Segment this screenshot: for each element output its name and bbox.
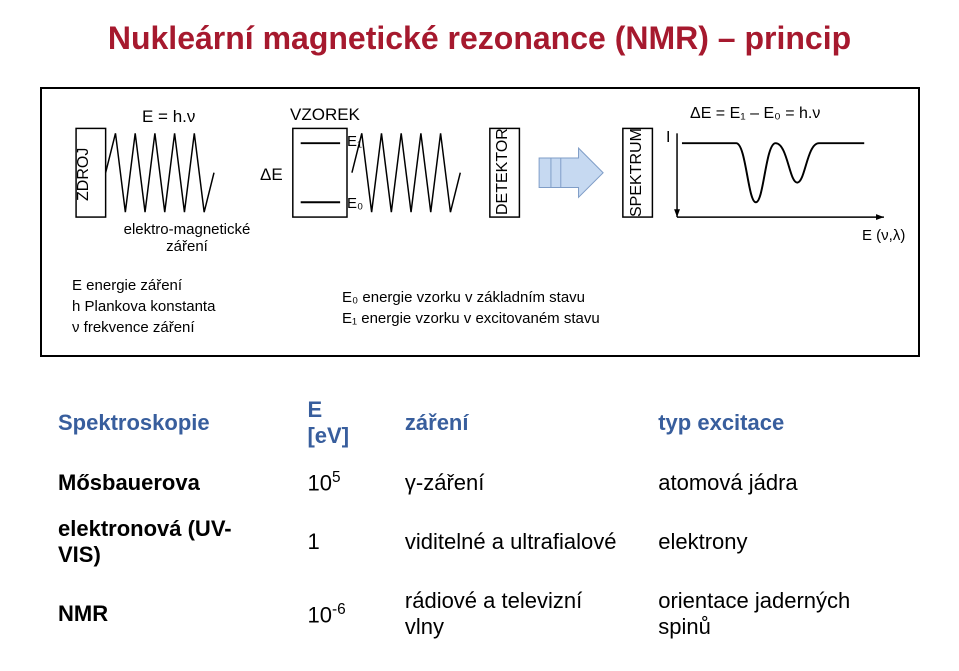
- i-axis-label: I: [666, 129, 670, 147]
- eq-e-hnu: E = h.ν: [142, 107, 195, 127]
- legend-mid: E₀ energie vzorku v základním stavu E₁ e…: [342, 287, 600, 329]
- nmr-diagram: ZDROJ DETEKTOR SPEKTRUM E = h.ν VZOREK E…: [40, 87, 920, 357]
- table-row: NMR 10-6 rádiové a televizní vlny orient…: [40, 578, 920, 650]
- delta-e-label: ΔE: [260, 165, 283, 185]
- em-radiation-label: elektro-magnetické záření: [112, 221, 262, 255]
- cell-rad-3: rádiové a televizní vlny: [387, 578, 640, 650]
- vzorek-label: VZOREK: [290, 105, 360, 125]
- cell-name-1: Mősbauerova: [40, 459, 289, 506]
- table-row: Mősbauerova 105 γ-záření atomová jádra: [40, 459, 920, 506]
- legend-mid-2: E₁ energie vzorku v excitovaném stavu: [342, 308, 600, 329]
- page-title: Nukleární magnetické rezonance (NMR) – p…: [40, 20, 919, 57]
- delta-e-eq: ΔE = E₁ – E₀ = h.ν: [690, 105, 820, 123]
- th-typ: typ excitace: [640, 387, 920, 459]
- legend-left: E energie záření h Plankova konstanta ν …: [72, 275, 215, 338]
- th-zareni: záření: [387, 387, 640, 459]
- cell-name-3: NMR: [40, 578, 289, 650]
- legend-mid-1: E₀ energie vzorku v základním stavu: [342, 287, 600, 308]
- table-row: elektronová (UV-VIS) 1 viditelné a ultra…: [40, 506, 920, 578]
- cell-e-1: 105: [289, 459, 386, 506]
- legend-left-1: E energie záření: [72, 275, 215, 296]
- cell-rad-1: γ-záření: [387, 459, 640, 506]
- legend-left-3: ν frekvence záření: [72, 317, 215, 338]
- e1-label: E₁: [347, 133, 362, 150]
- cell-rad-2: viditelné a ultrafialové: [387, 506, 640, 578]
- th-e-ev: E [eV]: [289, 387, 386, 459]
- cell-e-3: 10-6: [289, 578, 386, 650]
- zdroj-label: ZDROJ: [75, 137, 93, 211]
- cell-exc-3: orientace jaderných spinů: [640, 578, 920, 650]
- cell-exc-1: atomová jádra: [640, 459, 920, 506]
- th-spektroskopie: Spektroskopie: [40, 387, 289, 459]
- e0-label: E₀: [347, 195, 363, 212]
- e-axis-label: E (ν,λ): [862, 227, 905, 244]
- cell-exc-2: elektrony: [640, 506, 920, 578]
- table-header-row: Spektroskopie E [eV] záření typ excitace: [40, 387, 920, 459]
- spektrum-label: SPEKTRUM: [628, 131, 646, 217]
- cell-name-2: elektronová (UV-VIS): [40, 506, 289, 578]
- detektor-label: DETEKTOR: [494, 133, 512, 215]
- cell-e-2: 1: [289, 506, 386, 578]
- spectroscopy-table: Spektroskopie E [eV] záření typ excitace…: [40, 387, 920, 650]
- legend-left-2: h Plankova konstanta: [72, 296, 215, 317]
